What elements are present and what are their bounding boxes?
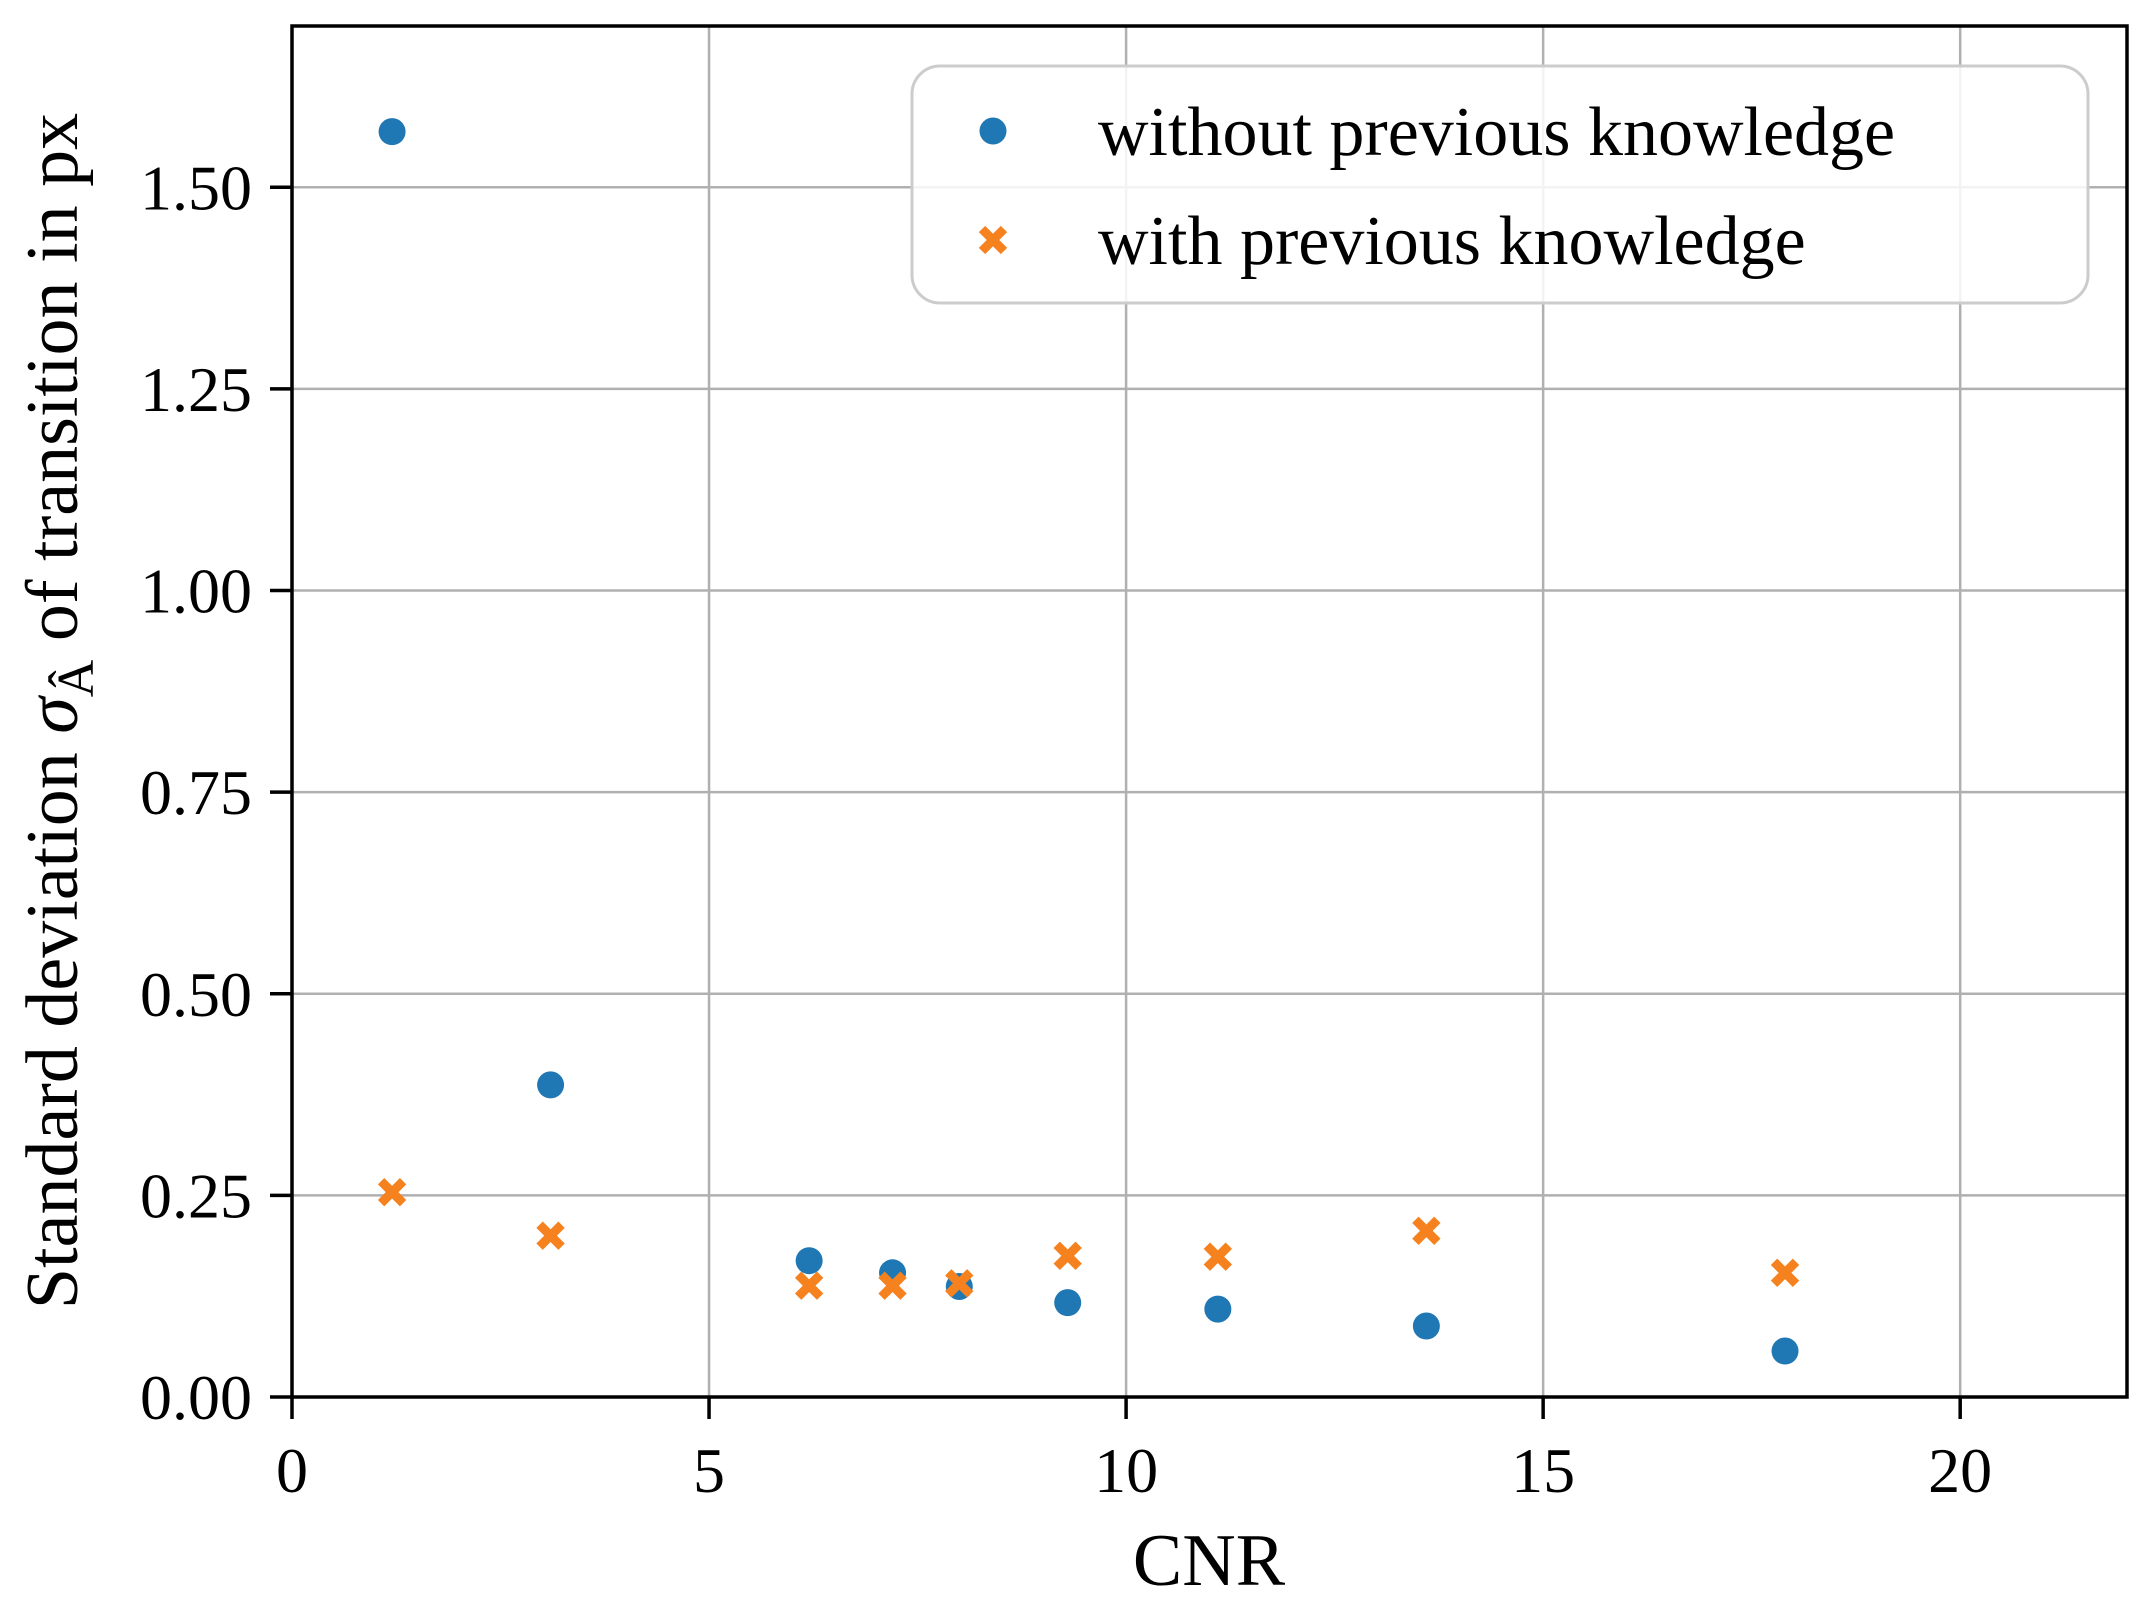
legend-item-without-previous-knowledge: without previous knowledge	[979, 94, 1895, 171]
y-axis-label-subscript: Â	[47, 659, 105, 697]
y-tick-label: 0.50	[140, 959, 252, 1030]
x-tick-label: 10	[1094, 1435, 1158, 1506]
data-point-circle	[1054, 1289, 1082, 1317]
x-tick-label: 5	[693, 1435, 725, 1506]
sigma-symbol: σ	[12, 695, 94, 734]
legend-circle-marker-icon	[979, 117, 1007, 145]
series-with-previous-knowledge	[377, 1177, 1800, 1300]
y-axis-label-suffix: of transition in px	[12, 113, 94, 660]
data-point-circle	[795, 1247, 823, 1275]
data-point-x	[945, 1269, 974, 1298]
y-tick-label: 1.25	[140, 354, 252, 425]
legend-item-with-previous-knowledge: with previous knowledge	[978, 203, 1806, 280]
data-point-x	[536, 1221, 565, 1250]
data-point-circle	[979, 117, 1007, 145]
x-tick-label: 20	[1928, 1435, 1992, 1506]
data-point-circle	[1771, 1337, 1799, 1365]
data-point-circle	[378, 118, 406, 146]
y-tick-label: 0.25	[140, 1160, 252, 1231]
data-point-x	[1053, 1241, 1082, 1271]
y-axis: 0.00 0.25 0.50 0.75 1.00 1.25 1.50	[140, 152, 292, 1433]
y-axis-label: Standard deviation σÂ of transition in p…	[12, 113, 105, 1309]
data-point-circle	[1204, 1295, 1232, 1323]
series-without-previous-knowledge	[378, 118, 1799, 1365]
x-tick-label: 0	[276, 1435, 308, 1506]
plot-frame	[290, 24, 2129, 1399]
data-point-x	[1770, 1258, 1800, 1287]
data-point-x	[878, 1271, 907, 1300]
data-point-x	[1203, 1242, 1233, 1271]
y-tick-label: 1.00	[140, 556, 252, 627]
legend-x-marker-icon	[978, 225, 1008, 255]
y-tick-label: 0.00	[140, 1362, 252, 1433]
data-point-x	[794, 1271, 824, 1300]
legend: without previous knowledge with previous…	[910, 64, 2090, 305]
y-tick-label: 1.50	[140, 152, 252, 223]
data-point-x	[1412, 1216, 1441, 1246]
data-point-circle	[1412, 1312, 1440, 1340]
legend-box	[910, 64, 2090, 305]
x-axis-label: CNR	[1133, 1520, 1286, 1602]
y-tick-label: 0.75	[140, 757, 252, 828]
legend-label-with-previous-knowledge: with previous knowledge	[1098, 203, 1806, 280]
data-point-circle	[537, 1071, 565, 1099]
series-layer	[377, 118, 1800, 1365]
legend-label-without-previous-knowledge: without previous knowledge	[1098, 94, 1895, 171]
x-axis: 0 5 10 15 20	[276, 1397, 1992, 1506]
data-point-x	[978, 225, 1008, 255]
y-axis-label-prefix: Standard deviation	[12, 734, 94, 1309]
data-point-x	[377, 1177, 407, 1207]
x-tick-label: 15	[1511, 1435, 1575, 1506]
